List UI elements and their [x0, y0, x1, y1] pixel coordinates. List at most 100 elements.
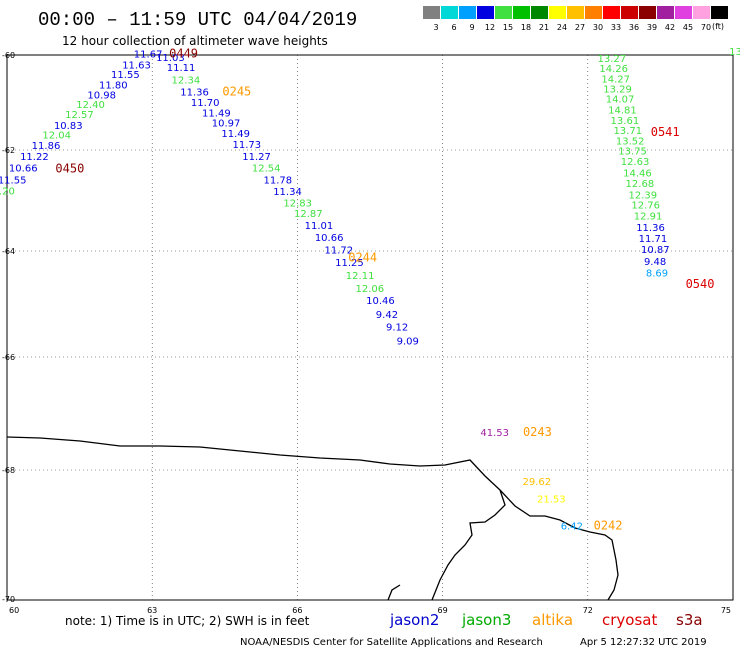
swh-value: 8.69: [646, 268, 668, 279]
swh-value: 11.67: [134, 49, 163, 60]
legend-swatch-14: [675, 6, 692, 19]
lat-tick-label: -70: [2, 595, 15, 604]
swh-value: 9.09: [397, 336, 419, 347]
lat-tick-label: -60: [2, 51, 15, 60]
legend-label-33: 33: [611, 23, 621, 32]
legend-label-39: 39: [647, 23, 657, 32]
swh-value: 10.66: [315, 233, 344, 244]
swh-value: 11.80: [99, 80, 128, 91]
swh-value: 11.73: [233, 140, 262, 151]
swh-value: 10.66: [9, 164, 38, 175]
legend-label-15: 15: [503, 23, 513, 32]
swh-value: 9.42: [376, 310, 398, 321]
legend-swatch-7: [549, 6, 566, 19]
legend-label-9: 9: [469, 23, 474, 32]
legend-swatch-1: [441, 6, 458, 19]
swh-value: 11.36: [180, 87, 209, 98]
legend-swatch-2: [459, 6, 476, 19]
map-title: 00:00 – 11:59 UTC 04/04/2019: [38, 9, 357, 31]
pass-time-label: 0245: [222, 84, 251, 98]
swh-value: 12.06: [355, 284, 384, 295]
lon-tick-label: 69: [438, 606, 448, 615]
legend-label-27: 27: [575, 23, 585, 32]
swh-value: 12.87: [294, 209, 323, 220]
swh-value: 11.01: [305, 221, 334, 232]
swh-value: 12.40: [76, 100, 105, 111]
swh-value: 14.46: [623, 168, 652, 179]
swh-value: 13.27: [597, 54, 626, 65]
swh-value: 13.61: [611, 116, 640, 127]
legend-swatch-12: [639, 6, 656, 19]
legend-swatch-3: [477, 6, 494, 19]
swh-value: 41.53: [480, 428, 509, 439]
pass-time-label: 0541: [651, 125, 680, 139]
lat-tick-label: -66: [2, 353, 15, 362]
swh-value: 12.20: [0, 186, 15, 197]
legend-swatch-0: [423, 6, 440, 19]
swh-value: 11.72: [325, 246, 354, 257]
swh-value: 21.53: [537, 494, 566, 505]
swh-value: 12.39: [628, 190, 657, 201]
swh-value: 10.97: [212, 119, 241, 130]
swh-value: 14.81: [608, 105, 637, 116]
swh-value: 12.54: [252, 164, 281, 175]
color-legend: 3 6 9 12 15 18 21 24 27 30 33 36 39 42 45 70: [423, 6, 728, 32]
swh-value: 12.76: [631, 201, 660, 212]
legend-label-18: 18: [521, 23, 531, 32]
legend-label-70: 70: [701, 23, 711, 32]
swh-value: 13.29: [603, 85, 632, 96]
lat-tick-label: -64: [2, 247, 15, 256]
swh-value: 11.34: [273, 187, 302, 198]
legend-swatch-9: [585, 6, 602, 19]
swh-value: 12.83: [283, 199, 312, 210]
swh-value: 12.91: [634, 212, 663, 223]
swh-value: 11.27: [242, 152, 271, 163]
satellite-jason2: jason2: [389, 611, 439, 629]
swh-value: 10.87: [641, 245, 670, 256]
swh-value: 13.75: [618, 147, 647, 158]
swh-value: 11.78: [264, 175, 293, 186]
swh-value: 12.34: [172, 76, 201, 87]
legend-swatch-6: [531, 6, 548, 19]
swh-value: 6.42: [561, 521, 583, 532]
legend-label-30: 30: [593, 23, 603, 32]
swh-value: 11.49: [202, 108, 231, 119]
swh-value: 13.52: [616, 136, 645, 147]
legend-label-36: 36: [629, 23, 639, 32]
swh-value: 14.26: [599, 64, 628, 75]
legend-swatch-15: [693, 6, 710, 19]
pass-time-label: 0243: [523, 425, 552, 439]
swh-value: 10.46: [366, 296, 395, 307]
swh-value: 12.63: [621, 157, 650, 168]
swh-value: 12.68: [626, 179, 655, 190]
lon-tick-label: 60: [9, 606, 19, 615]
swh-value: 11.55: [111, 70, 140, 81]
pass-time-label: 0540: [686, 277, 715, 291]
swh-value: 11.55: [0, 175, 26, 186]
satellite-cryosat: cryosat: [602, 611, 657, 629]
legend-label-45: 45: [683, 23, 693, 32]
swh-value: 11.70: [191, 98, 220, 109]
swh-value: 10.83: [54, 121, 83, 132]
swh-value: 29.62: [522, 477, 551, 488]
legend-label-42: 42: [665, 23, 675, 32]
units-note: note: 1) Time is in UTC; 2) SWH is in fe…: [65, 614, 310, 628]
graticule: [7, 55, 733, 600]
swh-value: 11.86: [32, 141, 61, 152]
legend-swatch-8: [567, 6, 584, 19]
legend-swatch-16: [711, 6, 728, 19]
swh-value: 11.25: [335, 258, 364, 269]
axis-tick-labels: 60 63 66 69 72 75 -60 -62 -64 -66 -68 -70: [2, 51, 731, 615]
swh-value: 9.48: [644, 257, 666, 268]
swh-value: 12.04: [42, 131, 71, 142]
legend-label-24: 24: [557, 23, 567, 32]
lon-tick-label: 75: [721, 606, 731, 615]
swh-value: 11.63: [122, 60, 151, 71]
swh-value: 13: [729, 47, 740, 58]
swh-value: 11.49: [221, 129, 250, 140]
satellite-altika: altika: [532, 611, 573, 629]
generated-timestamp: Apr 5 12:27:32 UTC 2019: [580, 637, 707, 648]
